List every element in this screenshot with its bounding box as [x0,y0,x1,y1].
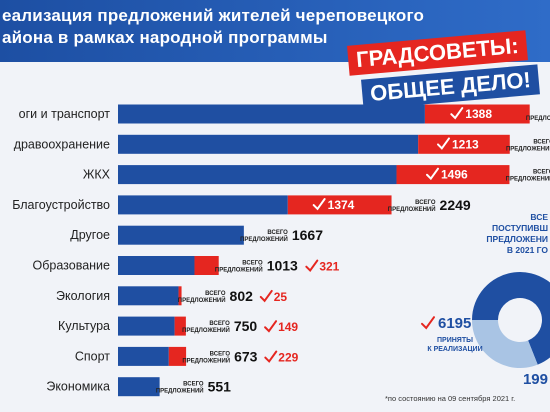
total-bar [118,195,288,215]
total-caption-2: ПРЕДЛОЖЕНИЙ [526,114,550,122]
donut-title-line: В 2021 ГО [507,245,548,255]
total-value: 750 [234,318,258,334]
category-label: Экономика [46,380,110,394]
total-caption-2: ПРЕДЛОЖЕНИЙ [156,387,204,395]
total-caption-1: ВСЕГО [415,200,436,206]
title-line-1: еализация предложений жителей череповецк… [2,6,425,25]
implemented-value: 1496 [441,168,468,182]
implemented-bar [178,286,182,306]
implemented-bar [168,346,187,366]
check-icon [264,320,278,333]
implemented-value: 229 [278,350,298,364]
accepted-value: 6195 [438,315,471,332]
check-icon [425,167,439,181]
donut-accepted-segment [472,320,538,368]
category-label: оги и транспорт [19,107,111,121]
implemented-bar [287,195,392,215]
category-label: Культура [58,319,110,333]
total-bar [118,134,419,154]
implemented-value: 149 [278,320,298,334]
implemented-value: 321 [319,260,339,274]
implemented-value: 1388 [465,107,492,121]
total-caption-1: ВСЕГО [205,291,226,297]
total-caption-2: ПРЕДЛОЖЕНИЙ [388,205,436,213]
total-bar [118,256,195,275]
category-label: Благоустройство [12,198,110,212]
check-icon [421,316,435,330]
total-caption-2: ПРЕДЛОЖЕНИЙ [182,356,230,364]
implemented-value: 1374 [328,198,355,212]
check-icon [436,137,450,150]
total-caption-2: ПРЕДЛОЖЕНИЙ [178,296,226,304]
total-caption-2: ПРЕДЛОЖЕНИЙ [240,235,288,243]
total-value: 1667 [292,227,323,243]
total-bar [118,377,160,397]
total-caption-2: ПРЕДЛОЖЕНИЙ [506,144,550,152]
implemented-value: 25 [274,290,288,304]
implemented-bar [174,316,186,336]
total-value: 802 [230,288,254,304]
accepted-caption: ПРИНЯТЫ [437,337,473,344]
implemented-value: 1213 [452,137,479,151]
donut-title-line: ПРЕДЛОЖЕНИ [486,234,548,244]
title-line-2: айона в рамках народной программы [2,28,328,47]
total-value: 673 [234,348,258,364]
accepted-caption: К РЕАЛИЗАЦИИ [427,346,482,353]
total-caption-1: ВСЕГО [183,382,204,388]
category-label: Образование [33,259,111,273]
category-label: Другое [70,228,110,242]
implemented-bar [418,134,510,154]
donut-total-segment [472,272,550,365]
check-icon [450,107,464,120]
total-caption-1: ВСЕГО [267,230,288,236]
total-proposals-value: 199 [523,371,548,388]
check-icon [312,198,326,211]
total-bar [118,286,179,306]
category-label: ЖКХ [83,168,111,182]
total-value: 551 [208,379,232,395]
donut-title-line: ВСЕ [530,212,548,222]
category-label: Спорт [75,349,110,363]
category-label: дравоохранение [14,137,110,151]
donut-title-line: ПОСТУПИВШ [492,223,548,233]
category-label: Экология [56,289,110,303]
total-caption-1: ВСЕГО [210,351,231,357]
total-bar [118,104,425,124]
implemented-bar [424,104,530,124]
total-value: 2249 [440,197,471,213]
total-caption-2: ПРЕДЛОЖЕНИЙ [506,175,550,183]
total-caption-1: ВСЕГО [533,170,550,176]
check-icon [264,350,278,363]
total-bar [118,346,169,366]
total-caption-1: ВСЕГО [209,321,230,327]
total-caption-2: ПРЕДЛОЖЕНИЙ [182,326,230,334]
footnote: *по состоянию на 09 сентября 2021 г. [385,394,516,403]
total-bar [118,165,397,185]
implemented-bar [194,256,219,275]
check-icon [305,259,319,273]
total-bar [118,225,244,245]
total-value: 1013 [267,258,298,274]
total-caption-1: ВСЕГО [242,261,263,267]
total-bar [118,316,175,336]
implemented-bar [396,165,510,185]
total-caption-2: ПРЕДЛОЖЕНИЙ [215,266,263,274]
check-icon [259,289,273,303]
total-caption-1: ВСЕГО [533,139,550,145]
